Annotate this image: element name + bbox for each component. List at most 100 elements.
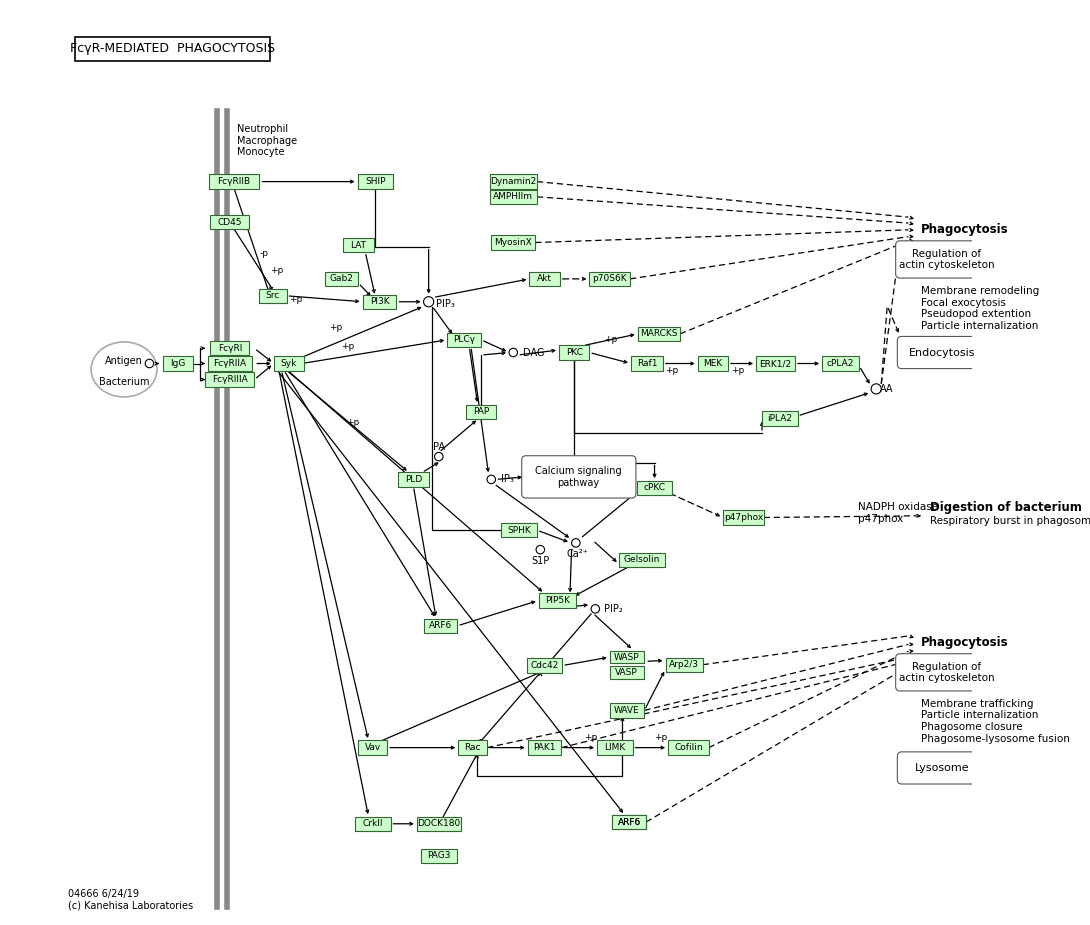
- Text: WASP: WASP: [614, 653, 640, 661]
- Text: SPHK: SPHK: [507, 525, 531, 535]
- FancyBboxPatch shape: [398, 473, 428, 487]
- Text: NADPH oxidase: NADPH oxidase: [859, 502, 938, 512]
- Circle shape: [487, 475, 496, 484]
- Text: PAK1: PAK1: [533, 743, 556, 752]
- FancyBboxPatch shape: [210, 215, 250, 229]
- Text: Endocytosis: Endocytosis: [909, 348, 976, 357]
- FancyBboxPatch shape: [597, 740, 632, 755]
- FancyBboxPatch shape: [259, 289, 287, 303]
- FancyBboxPatch shape: [363, 294, 397, 309]
- Text: Phagocytosis: Phagocytosis: [921, 636, 1008, 649]
- Text: cPKC: cPKC: [643, 484, 666, 492]
- Text: LAT: LAT: [350, 240, 366, 250]
- Circle shape: [536, 546, 545, 554]
- Text: +p: +p: [604, 336, 617, 344]
- Text: LIMK: LIMK: [604, 743, 626, 752]
- Text: Syk: Syk: [281, 359, 298, 368]
- FancyBboxPatch shape: [530, 272, 560, 286]
- FancyBboxPatch shape: [897, 752, 988, 784]
- Text: PIP₃: PIP₃: [436, 300, 456, 309]
- FancyBboxPatch shape: [896, 240, 997, 278]
- FancyBboxPatch shape: [325, 272, 359, 286]
- FancyBboxPatch shape: [424, 619, 458, 633]
- Text: FcγRIIB: FcγRIIB: [218, 177, 251, 186]
- FancyBboxPatch shape: [666, 658, 703, 672]
- Text: DAG: DAG: [522, 348, 544, 357]
- FancyBboxPatch shape: [492, 235, 535, 250]
- Text: MEK: MEK: [703, 359, 723, 368]
- Text: Phagosome closure: Phagosome closure: [921, 722, 1022, 733]
- Text: Antigen: Antigen: [105, 356, 143, 366]
- Text: Src: Src: [266, 291, 280, 301]
- Text: MyosinX: MyosinX: [495, 238, 532, 247]
- FancyBboxPatch shape: [489, 175, 537, 189]
- Text: DOCK180: DOCK180: [417, 820, 460, 828]
- FancyBboxPatch shape: [501, 523, 537, 537]
- Text: iPLA2: iPLA2: [767, 414, 792, 423]
- Text: Arp2/3: Arp2/3: [669, 660, 699, 669]
- FancyBboxPatch shape: [668, 740, 708, 755]
- Circle shape: [571, 538, 580, 547]
- Text: Raf1: Raf1: [637, 359, 657, 368]
- Text: S1P: S1P: [531, 556, 549, 566]
- FancyBboxPatch shape: [822, 356, 859, 371]
- Text: IP₃: IP₃: [501, 475, 514, 485]
- Text: PKC: PKC: [566, 348, 583, 357]
- FancyBboxPatch shape: [637, 481, 673, 495]
- Text: +p: +p: [731, 365, 744, 375]
- Text: VASP: VASP: [615, 668, 638, 677]
- Text: Neutrophil
Macrophage
Monocyte: Neutrophil Macrophage Monocyte: [238, 124, 298, 157]
- Text: IgG: IgG: [170, 359, 186, 368]
- Text: +p: +p: [346, 418, 359, 427]
- FancyBboxPatch shape: [416, 817, 461, 831]
- Circle shape: [145, 359, 154, 368]
- FancyBboxPatch shape: [559, 345, 590, 360]
- Text: Phagocytosis: Phagocytosis: [921, 223, 1008, 236]
- Text: CD45: CD45: [218, 217, 242, 227]
- FancyBboxPatch shape: [208, 356, 252, 371]
- Text: Membrane remodeling: Membrane remodeling: [921, 286, 1039, 296]
- FancyBboxPatch shape: [421, 849, 457, 863]
- Text: +p: +p: [289, 295, 302, 303]
- Text: ARF6: ARF6: [428, 622, 452, 630]
- FancyBboxPatch shape: [762, 412, 798, 426]
- Text: WAVE: WAVE: [614, 706, 640, 715]
- Text: Particle internalization: Particle internalization: [921, 710, 1039, 721]
- Circle shape: [424, 297, 434, 307]
- FancyBboxPatch shape: [723, 511, 764, 524]
- FancyBboxPatch shape: [609, 703, 643, 718]
- FancyBboxPatch shape: [447, 333, 481, 347]
- FancyBboxPatch shape: [208, 175, 259, 189]
- FancyBboxPatch shape: [631, 356, 663, 371]
- Text: ERK1/2: ERK1/2: [760, 359, 791, 368]
- Text: +p: +p: [584, 733, 597, 742]
- Text: PIP₂: PIP₂: [604, 604, 622, 614]
- FancyBboxPatch shape: [538, 593, 576, 608]
- FancyBboxPatch shape: [458, 740, 487, 755]
- FancyBboxPatch shape: [526, 659, 562, 672]
- Text: Akt: Akt: [537, 275, 552, 283]
- Text: MARCKS: MARCKS: [640, 329, 678, 339]
- Text: FcγR-MEDIATED  PHAGOCYTOSIS: FcγR-MEDIATED PHAGOCYTOSIS: [70, 43, 275, 56]
- Text: Calcium signaling
pathway: Calcium signaling pathway: [535, 466, 621, 487]
- Text: +p: +p: [269, 266, 282, 275]
- Text: -p: -p: [259, 249, 268, 258]
- Text: p47phox: p47phox: [724, 513, 763, 522]
- Text: Membrane trafficking: Membrane trafficking: [921, 698, 1033, 709]
- Text: FcγRIIIA: FcγRIIIA: [211, 375, 247, 384]
- Text: Regulation of
actin cytoskeleton: Regulation of actin cytoskeleton: [898, 661, 994, 684]
- Text: Ca²⁺: Ca²⁺: [567, 549, 589, 559]
- FancyBboxPatch shape: [522, 456, 635, 498]
- FancyBboxPatch shape: [359, 740, 387, 755]
- Text: ARF6: ARF6: [618, 818, 641, 827]
- Ellipse shape: [92, 342, 157, 397]
- Text: AMPHIIm: AMPHIIm: [494, 192, 533, 202]
- FancyBboxPatch shape: [343, 238, 374, 253]
- Text: Rac: Rac: [464, 743, 481, 752]
- Text: PI3K: PI3K: [370, 297, 389, 306]
- Text: Pseudopod extention: Pseudopod extention: [921, 310, 1031, 319]
- FancyBboxPatch shape: [590, 272, 630, 286]
- Text: Gab2: Gab2: [329, 275, 353, 283]
- FancyBboxPatch shape: [355, 817, 390, 831]
- Text: Regulation of
actin cytoskeleton: Regulation of actin cytoskeleton: [898, 249, 994, 270]
